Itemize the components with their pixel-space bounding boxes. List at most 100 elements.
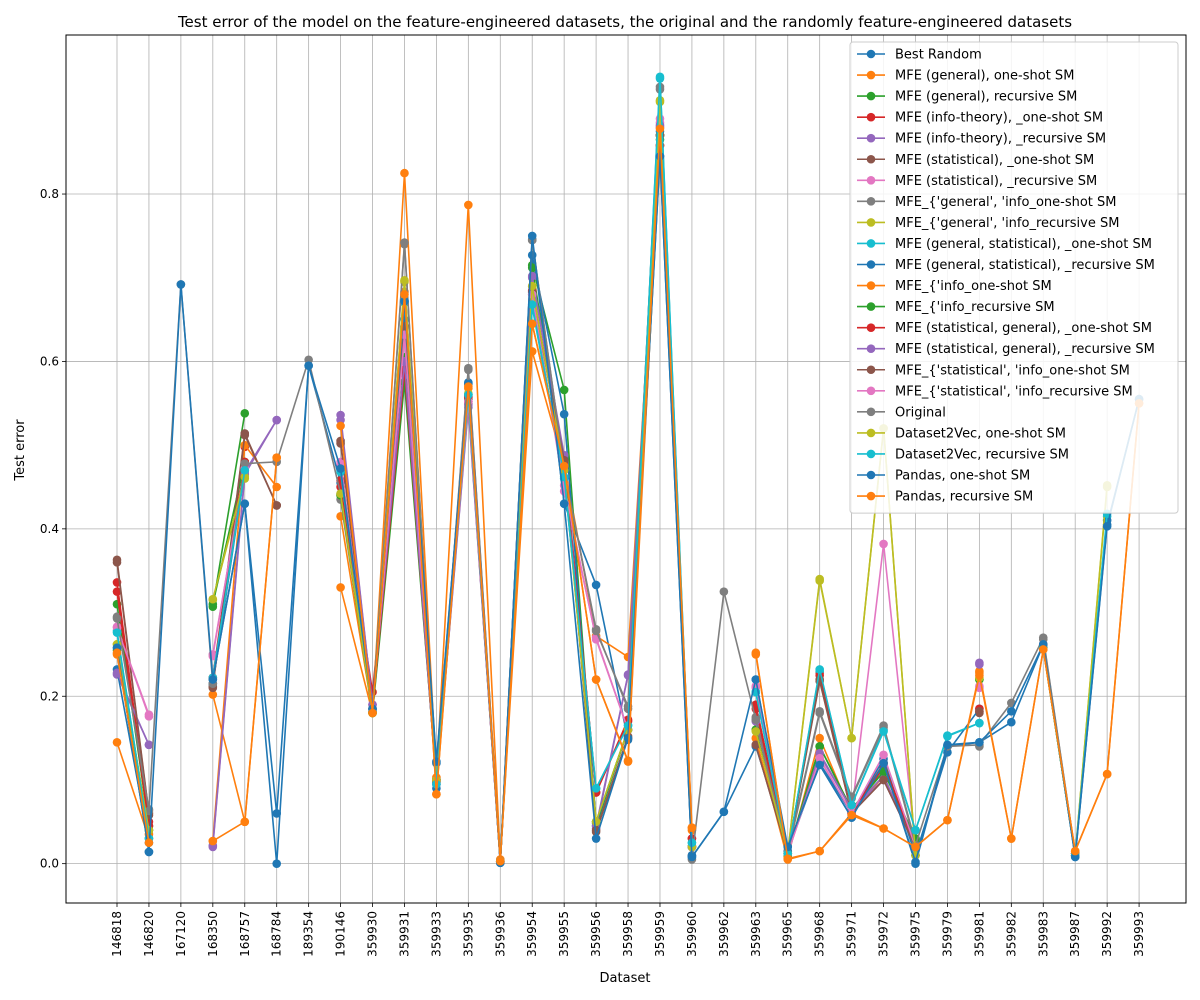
data-point xyxy=(783,854,793,863)
data-point xyxy=(208,690,218,699)
data-point xyxy=(879,775,888,785)
data-point xyxy=(112,648,122,658)
data-point xyxy=(112,558,122,567)
data-point xyxy=(943,731,952,740)
data-point xyxy=(591,817,601,827)
legend-marker xyxy=(866,91,876,101)
data-point xyxy=(751,727,761,736)
data-point xyxy=(815,753,824,763)
legend-label: Pandas, recursive SM xyxy=(895,490,1033,505)
legend-marker xyxy=(866,407,876,417)
legend-marker xyxy=(866,449,876,459)
data-point xyxy=(1102,522,1112,531)
legend-label: MFE_{'statistical', 'info_one-shot SM xyxy=(895,363,1130,378)
data-point xyxy=(527,300,537,309)
legend-marker xyxy=(866,386,876,396)
data-point xyxy=(112,628,122,637)
data-point xyxy=(176,280,186,289)
legend-marker xyxy=(866,365,876,375)
data-point xyxy=(336,421,345,431)
legend-label: MFE (general), recursive SM xyxy=(895,90,1077,105)
legend-label: MFE (info-theory), _recursive SM xyxy=(895,132,1106,147)
x-tick-label: 359992 xyxy=(1100,911,1114,957)
legend-marker xyxy=(866,176,876,185)
x-tick-label: 359935 xyxy=(461,911,475,957)
y-axis-label: Test error xyxy=(13,419,28,482)
legend-marker xyxy=(866,260,876,269)
data-point xyxy=(975,660,984,669)
data-point xyxy=(719,807,729,817)
x-tick-label: 189354 xyxy=(302,911,316,957)
legend-marker xyxy=(866,344,876,354)
x-tick-label: 359983 xyxy=(1036,911,1050,957)
data-point xyxy=(879,539,888,549)
data-point xyxy=(751,648,761,658)
legend-marker xyxy=(866,281,876,290)
data-point xyxy=(272,809,282,818)
series-layer xyxy=(112,72,1144,868)
x-tick-label: 168757 xyxy=(238,911,252,957)
legend-marker xyxy=(866,239,876,248)
data-point xyxy=(879,727,888,736)
data-point xyxy=(559,461,569,471)
data-point xyxy=(240,817,250,827)
data-point xyxy=(240,409,250,418)
legend-marker xyxy=(866,218,876,227)
legend-label: Original xyxy=(895,405,946,420)
legend-marker xyxy=(866,133,876,143)
data-point xyxy=(847,733,856,743)
data-point xyxy=(240,499,250,509)
x-tick-label: 359975 xyxy=(909,911,923,957)
legend-marker xyxy=(866,491,876,501)
legend-marker xyxy=(866,323,876,332)
data-point xyxy=(591,784,601,793)
data-point xyxy=(975,707,984,716)
x-tick-label: 168784 xyxy=(270,911,284,957)
data-point xyxy=(400,238,409,247)
data-point xyxy=(879,824,888,833)
legend-marker xyxy=(866,154,876,164)
data-point xyxy=(591,834,601,843)
data-point xyxy=(144,712,154,721)
y-tick-label: 0.0 xyxy=(40,857,59,871)
x-tick-label: 359933 xyxy=(429,911,443,957)
data-point xyxy=(400,168,409,178)
legend-label: MFE (statistical), _recursive SM xyxy=(895,174,1097,189)
data-point xyxy=(208,836,218,846)
data-point xyxy=(112,587,122,596)
data-point xyxy=(240,465,250,475)
data-point xyxy=(1007,717,1016,727)
data-point xyxy=(144,740,154,750)
x-tick-label: 359960 xyxy=(685,911,699,957)
data-point xyxy=(687,823,697,832)
data-point xyxy=(559,409,569,419)
x-tick-label: 359982 xyxy=(1004,911,1018,957)
data-point xyxy=(272,859,282,868)
x-tick-label: 359958 xyxy=(621,911,635,957)
data-point xyxy=(655,152,665,161)
data-point xyxy=(527,231,537,241)
x-tick-label: 359963 xyxy=(749,911,763,957)
data-point xyxy=(112,614,122,623)
data-point xyxy=(144,847,154,857)
data-point xyxy=(1007,707,1016,716)
legend-label: MFE (statistical, general), _recursive S… xyxy=(895,342,1155,357)
x-tick-label: 359956 xyxy=(589,911,603,957)
y-tick-label: 0.6 xyxy=(40,354,59,368)
x-tick-label: 359993 xyxy=(1132,911,1146,957)
x-tick-label: 359959 xyxy=(653,911,667,957)
legend-marker xyxy=(866,49,876,59)
data-point xyxy=(400,290,409,299)
data-point xyxy=(591,626,601,636)
legend-label: Best Random xyxy=(895,48,982,63)
legend-marker xyxy=(866,470,876,480)
data-point xyxy=(815,708,824,718)
legend-label: MFE_{'info_recursive SM xyxy=(895,300,1055,315)
data-point xyxy=(272,415,282,425)
data-point xyxy=(847,800,856,810)
legend-label: MFE (statistical), _one-shot SM xyxy=(895,153,1094,168)
data-point xyxy=(559,499,569,509)
data-point xyxy=(240,430,250,440)
data-point xyxy=(112,737,122,747)
